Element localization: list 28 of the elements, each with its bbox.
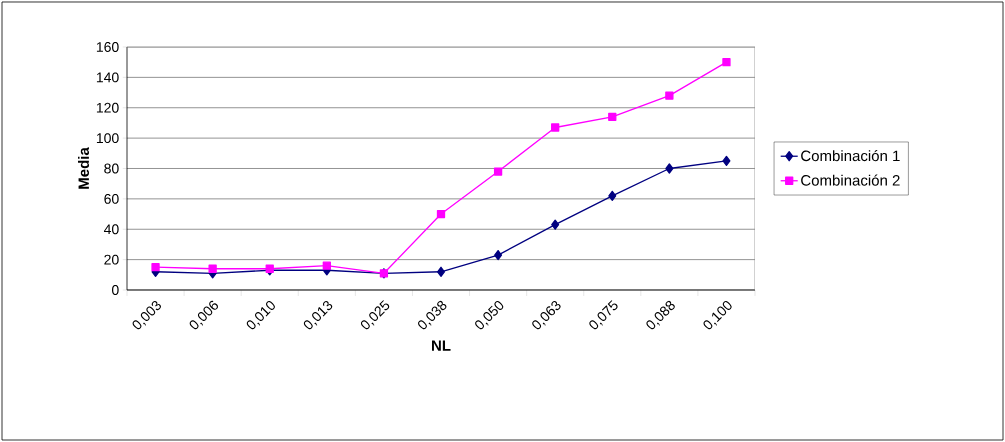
point (608, 190, 617, 201)
y-tick-label: 20 (104, 254, 119, 265)
y-tick-label: 40 (103, 224, 119, 235)
y-tick-label: 60 (104, 193, 119, 204)
point (722, 155, 731, 167)
point (722, 58, 731, 67)
y-tick-label: 80 (104, 163, 119, 174)
legend-label: Combinación 2 (801, 174, 900, 186)
point (665, 163, 674, 174)
y-tick-label: 140 (96, 72, 119, 83)
x-axis-title: NL (432, 340, 451, 351)
point (322, 261, 331, 270)
y-tick-label: 120 (96, 102, 119, 113)
point (436, 209, 446, 219)
point (151, 263, 160, 272)
y-tick-label: 100 (96, 133, 119, 144)
point (436, 266, 446, 277)
point (493, 167, 503, 176)
point (665, 91, 674, 100)
point (551, 123, 560, 132)
point (608, 112, 617, 122)
y-axis-title: Media (78, 147, 90, 189)
y-tick-label: 0 (111, 285, 119, 295)
legend-label: Combinación 1 (801, 149, 900, 162)
y-tick-label: 160 (96, 42, 119, 52)
point (208, 264, 217, 273)
point (494, 249, 503, 261)
point (551, 219, 560, 230)
